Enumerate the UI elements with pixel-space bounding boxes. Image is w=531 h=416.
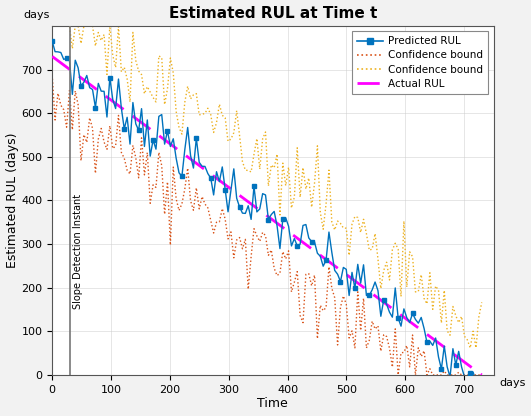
Text: days: days [23, 10, 49, 20]
Y-axis label: Estimated RUL (days): Estimated RUL (days) [5, 133, 19, 268]
Legend: Predicted RUL, Confidence bound, Confidence bound, Actual RUL: Predicted RUL, Confidence bound, Confide… [352, 31, 489, 94]
Text: Slope Detection Instant: Slope Detection Instant [73, 194, 83, 310]
Text: days: days [499, 378, 526, 388]
Title: Estimated RUL at Time t: Estimated RUL at Time t [169, 5, 377, 20]
X-axis label: Time: Time [258, 397, 288, 411]
